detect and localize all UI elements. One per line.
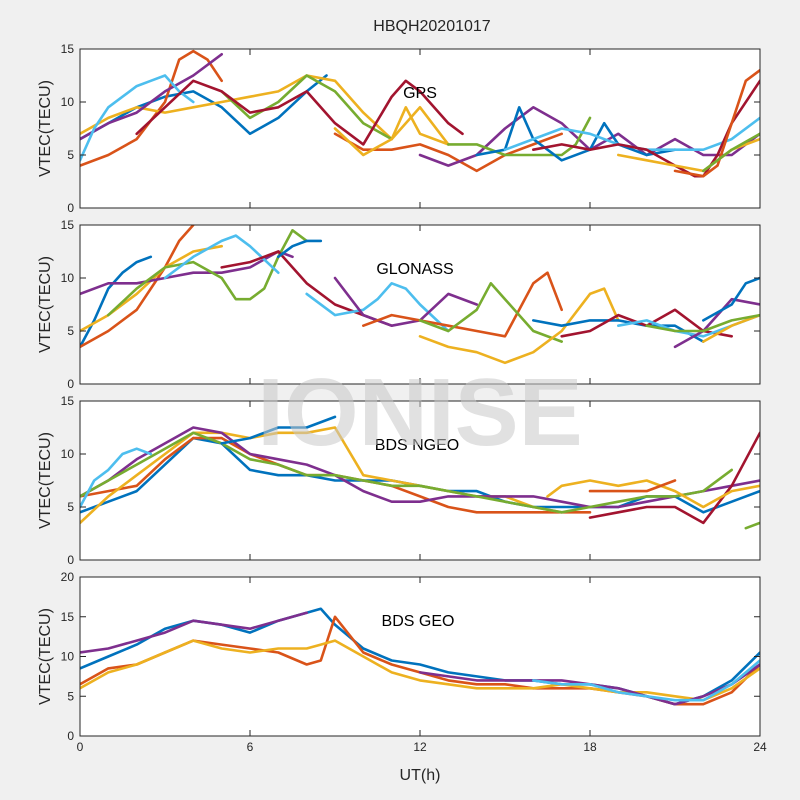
series-line-9 xyxy=(305,281,450,333)
series-line-20 xyxy=(645,313,760,333)
series-line-8 xyxy=(276,239,323,259)
y-tick-label: 10 xyxy=(61,650,75,664)
y-axis-label: VTEC(TECU) xyxy=(37,608,54,705)
series-line-9 xyxy=(546,479,760,509)
watermark-text: IONISE xyxy=(257,359,582,466)
series-line-17 xyxy=(673,297,760,349)
series-line-2 xyxy=(80,49,223,167)
y-axis-label: VTEC(TECU) xyxy=(37,432,54,529)
y-tick-label: 5 xyxy=(67,324,74,338)
series-line-12 xyxy=(475,106,677,162)
y-tick-label: 5 xyxy=(67,689,74,703)
panel-1: 0 5 10 15 VTEC(TECU) GPS xyxy=(37,42,761,215)
figure-title: HBQH20201017 xyxy=(373,18,491,35)
panel-label: GPS xyxy=(403,85,437,102)
series-line-11 xyxy=(744,521,760,530)
series-line-6 xyxy=(163,234,280,280)
y-tick-label: 0 xyxy=(67,377,74,391)
panel-label: BDS GEO xyxy=(382,613,455,630)
x-tick-label: 12 xyxy=(413,740,427,754)
y-tick-label: 5 xyxy=(67,148,74,162)
y-tick-label: 15 xyxy=(61,218,75,232)
y-tick-label: 15 xyxy=(61,394,75,408)
series-line-3 xyxy=(80,74,450,146)
x-tick-label: 0 xyxy=(77,740,84,754)
series-line-5 xyxy=(80,431,734,514)
y-tick-label: 15 xyxy=(61,610,75,624)
y-tick-label: 5 xyxy=(67,500,74,514)
series-line-14 xyxy=(531,319,705,343)
series-group xyxy=(80,225,760,365)
series-line-5 xyxy=(107,229,309,317)
series-group xyxy=(80,607,760,706)
y-tick-label: 0 xyxy=(67,729,74,743)
panel-2: 0 5 10 15 VTEC(TECU) GLONASS xyxy=(37,218,761,391)
series-line-5 xyxy=(220,74,394,141)
y-axis-label: VTEC(TECU) xyxy=(37,256,54,353)
series-line-7 xyxy=(220,415,337,445)
y-tick-label: 10 xyxy=(61,447,75,461)
y-axis-label: VTEC(TECU) xyxy=(37,80,54,177)
series-line-1 xyxy=(80,74,328,141)
series-group xyxy=(80,415,760,530)
series-line-9 xyxy=(333,106,450,157)
series-line-17 xyxy=(701,132,760,173)
chart-panels: 0 5 10 15 VTEC(TECU) GPS 0 5 10 15 VTEC(TECU) GLONA… xyxy=(37,42,767,754)
x-axis-label: UT(h) xyxy=(400,767,441,784)
plot-area xyxy=(80,49,760,208)
series-line-11 xyxy=(361,271,564,338)
series-line-2 xyxy=(80,611,309,654)
y-tick-label: 10 xyxy=(61,95,75,109)
plot-area xyxy=(80,577,760,736)
y-tick-label: 0 xyxy=(67,553,74,567)
series-line-11 xyxy=(446,116,592,157)
series-line-4 xyxy=(80,639,760,702)
series-line-6 xyxy=(80,74,195,162)
series-line-2 xyxy=(80,225,195,349)
series-line-15 xyxy=(673,68,760,178)
series-line-4 xyxy=(80,52,223,141)
y-tick-label: 15 xyxy=(61,42,75,56)
series-line-4 xyxy=(80,426,760,509)
series-line-19 xyxy=(701,313,760,343)
panel-label: GLONASS xyxy=(376,261,453,278)
x-tick-label: 18 xyxy=(583,740,597,754)
x-tick-label: 24 xyxy=(753,740,767,754)
series-group xyxy=(80,49,760,178)
panel-3: 0 5 10 15 VTEC(TECU) BDS NGEO xyxy=(37,394,761,567)
y-tick-label: 10 xyxy=(61,271,75,285)
panel-label: BDS NGEO xyxy=(375,437,459,454)
panel-4: 0 5 10 15 20 0 6 12 18 24 VTEC(TECU) BDS GEO xyxy=(37,570,767,754)
series-line-10 xyxy=(333,276,479,328)
series-line-8 xyxy=(588,431,760,525)
x-tick-label: 6 xyxy=(247,740,254,754)
series-line-10 xyxy=(588,479,677,493)
y-tick-label: 0 xyxy=(67,201,74,215)
series-line-18 xyxy=(701,276,760,322)
series-line-7 xyxy=(135,79,464,146)
series-line-13 xyxy=(418,287,620,365)
y-tick-label: 20 xyxy=(61,570,75,584)
series-line-6 xyxy=(531,659,760,702)
series-line-6 xyxy=(80,447,153,509)
series-line-12 xyxy=(418,281,564,343)
series-line-4 xyxy=(80,250,294,296)
